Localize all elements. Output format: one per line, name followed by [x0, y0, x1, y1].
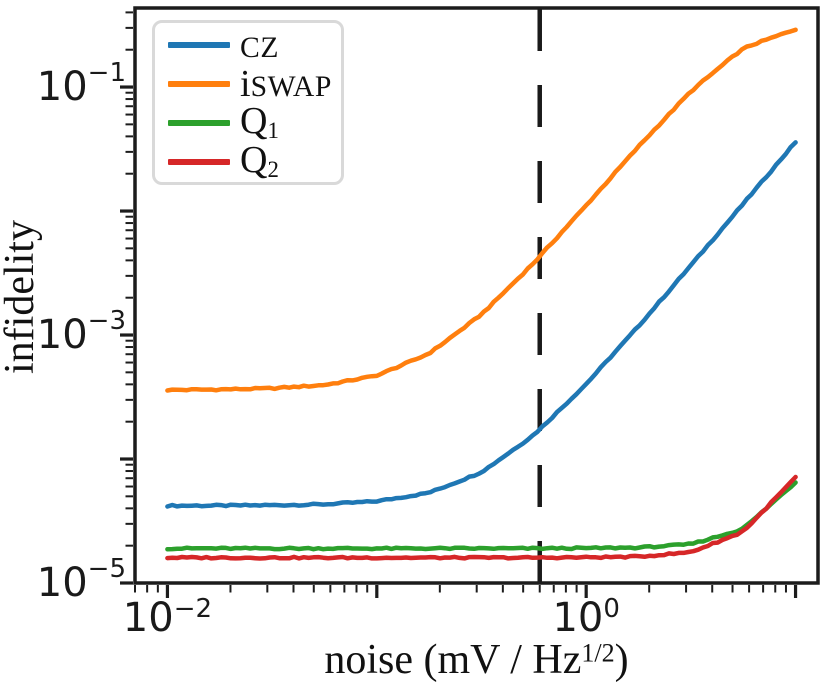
- legend-label-q2-text: Q: [240, 139, 268, 182]
- x-axis-label-superscript: 1/2: [581, 638, 615, 668]
- series-iswap-line: [165, 27, 798, 393]
- y-tick-label: 10 −1: [14, 60, 126, 114]
- legend-label-cz-text: cz: [240, 31, 280, 64]
- x-axis-label-text: noise (mV / Hz: [324, 637, 582, 683]
- y-tick-label: 10 −3: [14, 308, 126, 362]
- legend-item-q2: Q2: [155, 141, 341, 182]
- axes-frame: [133, 6, 820, 585]
- legend: cz iswap Q1 Q2: [152, 20, 344, 185]
- legend-item-q1: Q1: [155, 102, 341, 143]
- series-q1-line: [165, 480, 798, 552]
- q1-line-swatch: [168, 119, 230, 126]
- legend-label-q1-text: Q: [240, 100, 268, 143]
- tick-exponent: −5: [87, 554, 126, 584]
- legend-item-iswap: iswap: [155, 64, 341, 103]
- legend-label-q1-subscript: 1: [267, 118, 279, 144]
- y-tick-label: 10 −5: [14, 556, 126, 610]
- series-q2-line: [165, 474, 798, 561]
- tick-exponent: −2: [173, 594, 213, 624]
- tick-base: 10: [36, 312, 88, 359]
- legend-label-iswap-text: swap: [250, 70, 332, 103]
- q2-line-swatch: [168, 158, 230, 165]
- tick-exponent: −3: [87, 306, 126, 337]
- legend-label-iswap: iswap: [240, 65, 332, 103]
- legend-label-q2: Q2: [240, 141, 279, 182]
- legend-label-q1: Q1: [240, 102, 279, 143]
- legend-label-iswap-prefix: i: [240, 62, 251, 105]
- tick-base: 10: [36, 64, 88, 111]
- legend-item-cz: cz: [155, 25, 341, 64]
- tick-exponent: 0: [603, 594, 620, 624]
- tick-base: 10: [552, 595, 604, 641]
- cz-line-swatch: [168, 41, 230, 48]
- legend-label-cz: cz: [240, 26, 279, 64]
- tick-base: 10: [36, 560, 88, 606]
- x-tick-label: 10−2: [97, 594, 237, 641]
- x-axis-label: noise (mV / Hz1/2): [135, 636, 818, 684]
- iswap-line-swatch: [168, 80, 230, 87]
- tick-exponent: −1: [87, 58, 126, 89]
- y-axis-label: infidelity: [0, 220, 43, 374]
- legend-label-q2-subscript: 2: [267, 157, 279, 183]
- series-cz-line: [165, 140, 798, 509]
- tick-base: 10: [122, 595, 174, 641]
- x-axis-label-close: ): [614, 637, 629, 683]
- x-tick-label: 100: [516, 594, 656, 641]
